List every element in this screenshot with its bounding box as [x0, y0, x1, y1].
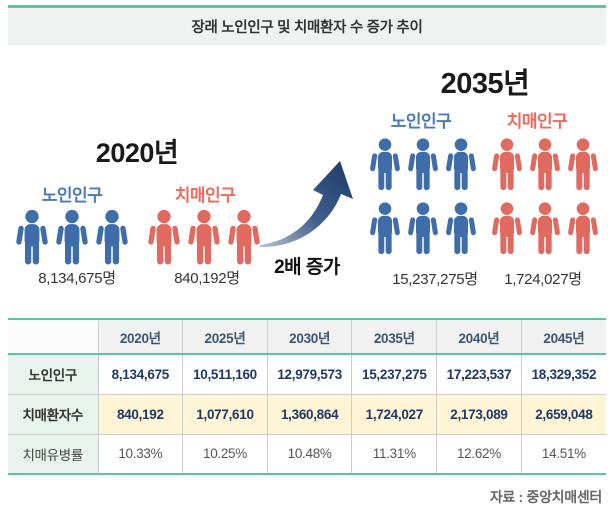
person-icon	[187, 209, 221, 265]
table-year-header: 2030년	[266, 319, 352, 355]
person-icon	[369, 202, 401, 255]
year-heading-2035: 2035년	[440, 68, 530, 100]
elderly-pictogram-2035	[367, 137, 479, 255]
table-cell: 2,173,089	[436, 393, 522, 434]
dementia-pictogram-2020	[145, 209, 263, 265]
person-icon	[445, 202, 477, 255]
person-icon	[369, 138, 401, 191]
elderly-label-2035: 노인인구	[390, 112, 452, 131]
table-cell: 10.33%	[97, 433, 183, 474]
person-icon	[445, 138, 477, 191]
table-cell: 18,329,352	[520, 354, 606, 394]
person-icon	[407, 138, 439, 191]
elderly-count-2020: 8,134,675명	[38, 270, 116, 287]
table-year-header: 2035년	[351, 319, 437, 355]
dementia-count-2020: 840,192명	[174, 270, 240, 287]
row-label: 치매유병률	[8, 433, 98, 474]
title-bar: 장래 노인인구 및 치매환자 수 증가 추이	[8, 5, 606, 45]
table-year-header: 2025년	[182, 319, 268, 355]
source-credit: 자료 : 중앙치매센터	[489, 489, 602, 505]
table-cell: 10.48%	[266, 433, 352, 474]
page-title: 장래 노인인구 및 치매환자 수 증가 추이	[191, 20, 423, 36]
table-cell: 840,192	[97, 393, 183, 434]
table-cell: 14.51%	[520, 433, 606, 474]
person-icon	[567, 138, 599, 191]
elderly-count-2035: 15,237,275명	[392, 271, 478, 288]
person-icon	[491, 138, 523, 191]
table-cell: 8,134,675	[97, 354, 183, 394]
increase-label: 2배 증가	[274, 257, 340, 278]
table-cell: 11.31%	[351, 433, 437, 474]
increase-arrow	[258, 159, 362, 249]
dementia-pictogram-2035	[489, 137, 601, 255]
table-cell: 12.62%	[436, 433, 522, 474]
dementia-label-2020: 치매인구	[174, 186, 236, 205]
table-cell: 2,659,048	[520, 393, 606, 434]
table-year-header: 2020년	[97, 319, 183, 355]
row-label: 치매환자수	[8, 393, 98, 434]
person-icon	[407, 202, 439, 255]
person-icon	[491, 202, 523, 255]
year-heading-2020: 2020년	[95, 138, 179, 168]
table-corner-cell	[8, 319, 98, 355]
table-row-dementia-patients: 치매환자수 840,192 1,077,610 1,360,864 1,724,…	[8, 393, 606, 434]
table-cell: 15,237,275	[351, 354, 437, 394]
person-icon	[95, 209, 129, 265]
data-table: 2020년 2025년 2030년 2035년 2040년 2045년 노인인구…	[8, 318, 606, 475]
table-cell: 1,360,864	[266, 393, 352, 434]
table-cell: 12,979,573	[266, 354, 352, 394]
dementia-count-2035: 1,724,027명	[504, 271, 582, 288]
person-icon	[529, 138, 561, 191]
up-arrow-icon	[260, 161, 353, 248]
table-cell: 17,223,537	[436, 354, 522, 394]
table-header-row: 2020년 2025년 2030년 2035년 2040년 2045년	[8, 319, 606, 355]
person-icon	[147, 209, 181, 265]
table-cell: 1,077,610	[182, 393, 268, 434]
table-cell: 10.25%	[182, 433, 268, 474]
dementia-label-2035: 치매인구	[506, 112, 568, 131]
elderly-pictogram-2020	[13, 209, 131, 265]
person-icon	[15, 209, 49, 265]
person-icon	[529, 202, 561, 255]
person-icon	[567, 202, 599, 255]
table-row-prevalence-rate: 치매유병률 10.33% 10.25% 10.48% 11.31% 12.62%…	[8, 433, 606, 474]
person-icon	[55, 209, 89, 265]
table-year-header: 2045년	[520, 319, 606, 355]
table-row-elderly: 노인인구 8,134,675 10,511,160 12,979,573 15,…	[8, 354, 606, 394]
table-cell: 1,724,027	[351, 393, 437, 434]
table-cell: 10,511,160	[182, 354, 268, 394]
elderly-label-2020: 노인인구	[41, 186, 103, 205]
row-label: 노인인구	[8, 354, 98, 394]
table-year-header: 2040년	[436, 319, 522, 355]
